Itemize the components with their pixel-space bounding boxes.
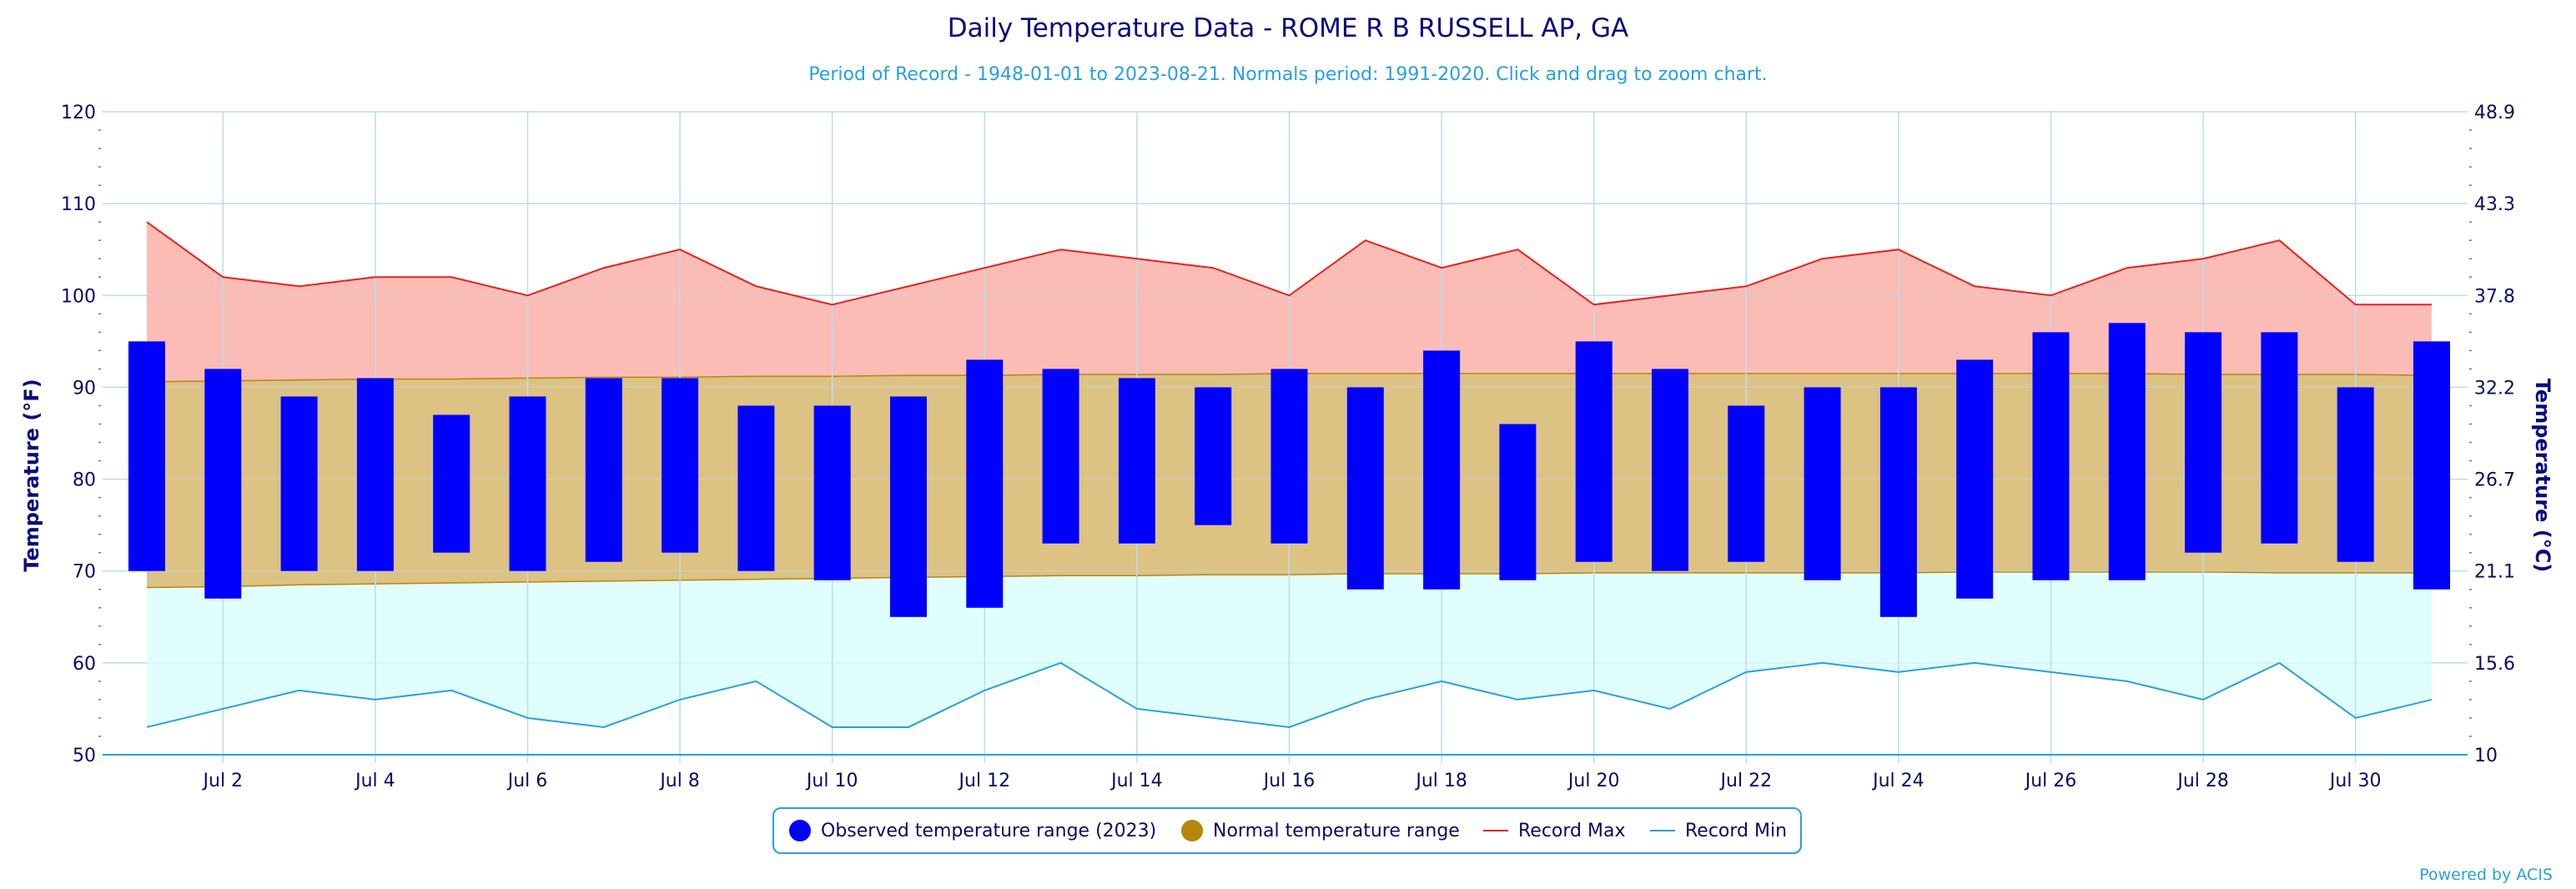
circle-icon — [789, 820, 811, 841]
legend-item-observed[interactable]: Observed temperature range (2023) — [789, 809, 1156, 852]
observed-range-bar[interactable] — [204, 369, 242, 599]
observed-range-bar[interactable] — [813, 405, 851, 580]
observed-range-bar[interactable] — [2032, 332, 2070, 580]
x-tick-label: Jul 24 — [1871, 771, 1924, 791]
x-tick-label: Jul 28 — [2176, 771, 2229, 791]
x-tick-label: Jul 10 — [805, 771, 858, 791]
y-axis-label-right: Temperature (°C) — [2531, 379, 2554, 573]
x-tick-label: Jul 26 — [2024, 771, 2077, 791]
x-tick-label: Jul 2 — [202, 771, 244, 791]
observed-range-bar[interactable] — [737, 405, 775, 571]
y-tick-label-right: 21.1 — [2474, 562, 2515, 583]
observed-range-bar[interactable] — [2185, 332, 2222, 553]
observed-range-bar[interactable] — [1270, 369, 1308, 544]
observed-bars[interactable] — [128, 323, 2450, 617]
observed-range-bar[interactable] — [1728, 405, 1765, 562]
chart-legend: Observed temperature range (2023) Normal… — [772, 807, 1802, 854]
observed-range-bar[interactable] — [1042, 369, 1079, 544]
x-tick-label: Jul 14 — [1109, 771, 1163, 791]
observed-range-bar[interactable] — [1879, 387, 1917, 617]
powered-by-link[interactable]: Powered by ACIS — [2419, 866, 2553, 884]
legend-item-normal[interactable]: Normal temperature range — [1181, 809, 1460, 852]
record-max-line — [146, 221, 2432, 306]
x-tick-label: Jul 30 — [2328, 771, 2382, 791]
observed-range-bar[interactable] — [2337, 387, 2374, 562]
observed-range-bar[interactable] — [1652, 369, 1688, 571]
observed-range-bar[interactable] — [280, 396, 318, 571]
y-tick-label-right: 15.6 — [2474, 654, 2515, 675]
chart-title: Daily Temperature Data - ROME R B RUSSEL… — [948, 13, 1628, 43]
observed-range-bar[interactable] — [128, 341, 165, 571]
legend-label: Record Max — [1518, 820, 1626, 841]
legend-label: Observed temperature range (2023) — [821, 820, 1157, 841]
observed-range-bar[interactable] — [2108, 323, 2146, 580]
observed-range-bar[interactable] — [1195, 387, 1232, 525]
observed-range-bar[interactable] — [1956, 359, 1994, 599]
legend-label: Normal temperature range — [1213, 820, 1460, 841]
observed-range-bar[interactable] — [890, 396, 927, 617]
x-tick-label: Jul 18 — [1414, 771, 1467, 791]
x-tick-label: Jul 8 — [658, 771, 700, 791]
y-tick-label-right: 26.7 — [2474, 470, 2515, 491]
y-tick-label-left: 80 — [73, 470, 96, 491]
legend-label: Record Min — [1685, 820, 1788, 841]
observed-range-bar[interactable] — [1118, 378, 1155, 544]
circle-icon — [1181, 820, 1203, 841]
observed-range-bar[interactable] — [1423, 350, 1461, 590]
y-tick-label-right: 43.3 — [2474, 194, 2515, 215]
observed-range-bar[interactable] — [966, 359, 1004, 608]
x-tick-label: Jul 4 — [354, 771, 395, 791]
observed-range-bar[interactable] — [1804, 387, 1841, 580]
y-tick-label-left: 100 — [61, 286, 96, 307]
y-tick-label-left: 90 — [73, 378, 96, 399]
y-tick-label-right: 32.2 — [2474, 378, 2515, 399]
line-icon — [1483, 830, 1508, 831]
observed-range-bar[interactable] — [2261, 332, 2298, 544]
observed-range-bar[interactable] — [509, 396, 546, 571]
observed-range-bar[interactable] — [662, 378, 699, 553]
record-min-line — [146, 661, 2433, 728]
observed-range-bar[interactable] — [1499, 424, 1537, 580]
observed-range-bar[interactable] — [433, 414, 470, 553]
observed-range-bar[interactable] — [1575, 341, 1613, 562]
y-tick-label-left: 110 — [61, 194, 96, 215]
y-tick-label-right: 37.8 — [2474, 286, 2515, 307]
legend-item-record-max[interactable]: Record Max — [1483, 809, 1626, 852]
record-lines — [146, 221, 2433, 728]
y-axis-label-left: Temperature (°F) — [20, 379, 43, 571]
y-tick-label-left: 50 — [73, 746, 96, 766]
x-tick-label: Jul 12 — [958, 771, 1011, 791]
x-tick-label: Jul 20 — [1567, 771, 1620, 791]
axes: 50 10 60 15.6 70 21.1 80 26.7 90 32.2 100 37.8 110 43… — [61, 103, 2515, 791]
line-icon — [1650, 830, 1675, 831]
observed-range-bar[interactable] — [1346, 387, 1384, 590]
legend-item-record-min[interactable]: Record Min — [1650, 809, 1787, 852]
observed-range-bar[interactable] — [356, 378, 394, 571]
x-tick-label: Jul 6 — [506, 771, 548, 791]
y-tick-label-left: 70 — [73, 562, 96, 583]
y-tick-label-right: 48.9 — [2474, 103, 2515, 123]
observed-range-bar[interactable] — [2413, 341, 2450, 590]
x-tick-label: Jul 16 — [1262, 771, 1316, 791]
y-tick-label-left: 120 — [61, 103, 96, 123]
observed-range-bar[interactable] — [585, 378, 622, 562]
chart-subtitle: Period of Record - 1948-01-01 to 2023-08… — [808, 64, 1767, 85]
y-tick-label-left: 60 — [73, 654, 96, 675]
x-tick-label: Jul 22 — [1719, 771, 1773, 791]
y-tick-label-right: 10 — [2474, 746, 2498, 766]
